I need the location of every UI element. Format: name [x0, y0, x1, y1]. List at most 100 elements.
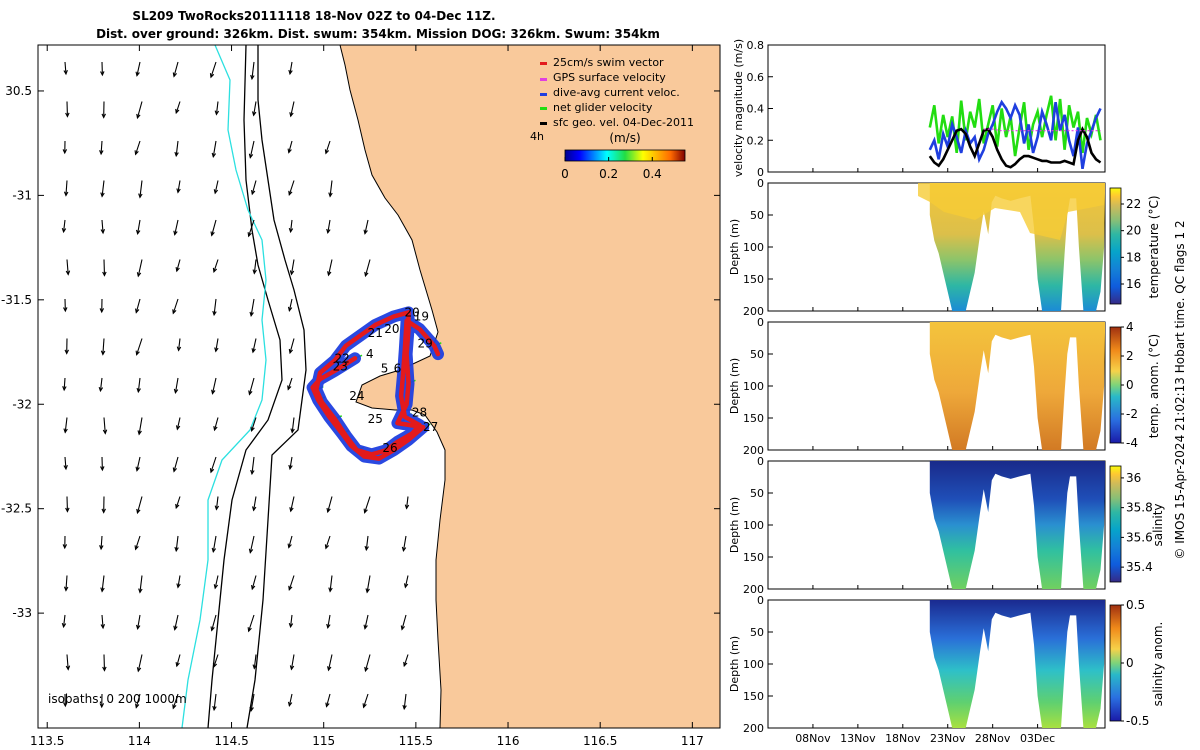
velocity-arrowhead [135, 350, 140, 356]
velocity-arrowhead [137, 430, 142, 436]
velocity-arrowhead [135, 71, 140, 77]
velocity-y-tick-label: 0.8 [747, 39, 765, 52]
velocity-arrowhead [288, 464, 293, 471]
velocity-arrow [364, 654, 371, 672]
velocity-arrowhead [324, 544, 330, 550]
velocity-arrow [251, 417, 257, 431]
velocity-arrowhead [402, 704, 407, 711]
map-x-tick-label: 114 [128, 734, 151, 748]
legend-dive-avg: dive-avg current veloc. [553, 86, 680, 99]
velocity-arrow [63, 219, 66, 232]
velocity-arrow [290, 614, 293, 627]
sal-cbar-tick-label: 35.8 [1126, 501, 1153, 515]
velocity-arrowhead [100, 71, 105, 77]
map-x-tick-label: 115 [312, 734, 335, 748]
velocity-arrow [101, 614, 104, 629]
land-south-step [696, 410, 720, 728]
velocity-arrowhead [63, 191, 69, 197]
velocity-arrowhead [99, 308, 105, 314]
temp-cbar-tick-label: 22 [1126, 197, 1141, 211]
velocity-arrow [329, 180, 333, 197]
map-x-tick-label: 116.5 [583, 734, 617, 748]
temperature-ylabel: Depth (m) [728, 219, 741, 275]
velocity-arrow [290, 219, 293, 232]
velocity-arrow [64, 456, 67, 470]
velocity-arrowhead [61, 227, 67, 234]
day-label-26: 26 [382, 441, 397, 455]
velocity-series-net-glider-velocity [928, 95, 1102, 157]
temperature-y-ticks: 0 50 100 150 200 [743, 177, 773, 318]
velocity-arrow [174, 614, 179, 630]
sanom-y-tick-label: 100 [743, 658, 764, 671]
velocity-arrow [249, 535, 255, 553]
day-label-23: 23 [333, 360, 348, 374]
velocity-arrowhead [102, 429, 108, 435]
velocity-arrow [290, 654, 295, 670]
velocity-arrow [175, 496, 181, 509]
velocity-arrowhead [210, 626, 215, 632]
velocity-arrow [214, 575, 219, 589]
tanom-cbar-tick-label: 4 [1126, 320, 1134, 334]
velocity-arrow [175, 101, 181, 114]
velocity-arrow [65, 575, 68, 591]
temperature-panel: 0 50 100 150 200 Depth (m) 16 18 20 22 temperat… [728, 177, 1161, 318]
velocity-arrowhead [175, 503, 180, 510]
map-y-tick-label: -33 [12, 606, 32, 620]
day-label-20: 20 [384, 322, 399, 336]
time-tick-label: 08Nov [795, 732, 831, 745]
velocity-arrowhead [288, 348, 294, 355]
velocity-arrow [214, 417, 219, 431]
map-x-tick-label: 115.5 [399, 734, 433, 748]
velocity-arrow [174, 219, 179, 235]
velocity-arrow [251, 575, 257, 590]
velocity-arrowhead [248, 390, 253, 396]
velocity-arrow [173, 456, 179, 472]
velocity-arrowhead [247, 232, 252, 238]
sal-cbar-tick-label: 35.6 [1126, 530, 1153, 544]
velocity-arrowhead [212, 705, 217, 712]
velocity-arrow [136, 338, 143, 355]
velocity-arrow [288, 535, 293, 548]
temperature-colorbar [1109, 187, 1122, 305]
velocity-y-ticks: 0 0.2 0.4 0.6 0.8 [747, 39, 773, 179]
velocity-arrowhead [251, 348, 256, 354]
velocity-arrowhead [212, 310, 217, 317]
velocity-y-tick-label: 0 [757, 166, 764, 179]
velocity-arrow [101, 575, 105, 592]
velocity-arrow [101, 180, 105, 197]
sal-y-tick-label: 200 [743, 583, 764, 596]
sanom-cbar-tick-label: 0.5 [1126, 598, 1145, 612]
sanom-cbar-tick-label: -0.5 [1126, 714, 1149, 728]
salinity-anomaly-cbar-label: salinity anom. [1151, 622, 1165, 707]
velocity-arrowhead [324, 149, 330, 155]
velocity-arrow [174, 377, 179, 393]
land-mass [339, 45, 720, 728]
velocity-arrow [252, 338, 257, 353]
velocity-arrow [290, 259, 295, 275]
velocity-arrowhead [289, 270, 295, 276]
velocity-arrow [290, 101, 295, 117]
day-label-20: 20 [405, 305, 420, 319]
velocity-arrowhead [63, 428, 68, 434]
velocity-arrowhead [252, 269, 257, 275]
velocity-arrowhead [175, 425, 181, 431]
temp-anomaly-panel: 0 50 100 150 200 Depth (m) -4 -2 0 2 4 temp. ano… [728, 316, 1161, 457]
velocity-arrow [139, 575, 143, 593]
velocity-arrow [327, 496, 333, 513]
velocity-arrow [136, 496, 143, 514]
velocity-arrowhead [62, 149, 68, 155]
sal-y-tick-label: 50 [750, 487, 764, 500]
map-colorbar: 4h (m/s) 0 0.2 0.4 [530, 130, 686, 181]
velocity-arrowhead [173, 230, 178, 236]
velocity-arrow [101, 219, 104, 234]
colorbar-tick-label: 0.4 [643, 167, 662, 181]
map-y-tick-label: -32 [12, 397, 32, 411]
velocity-arrow [136, 456, 141, 471]
velocity-arrow [173, 61, 179, 77]
velocity-arrowhead [249, 311, 254, 318]
velocity-arrowhead [363, 624, 368, 630]
tanom-y-tick-label: 50 [750, 348, 764, 361]
velocity-arrow [215, 496, 219, 510]
velocity-arrow [253, 496, 257, 511]
